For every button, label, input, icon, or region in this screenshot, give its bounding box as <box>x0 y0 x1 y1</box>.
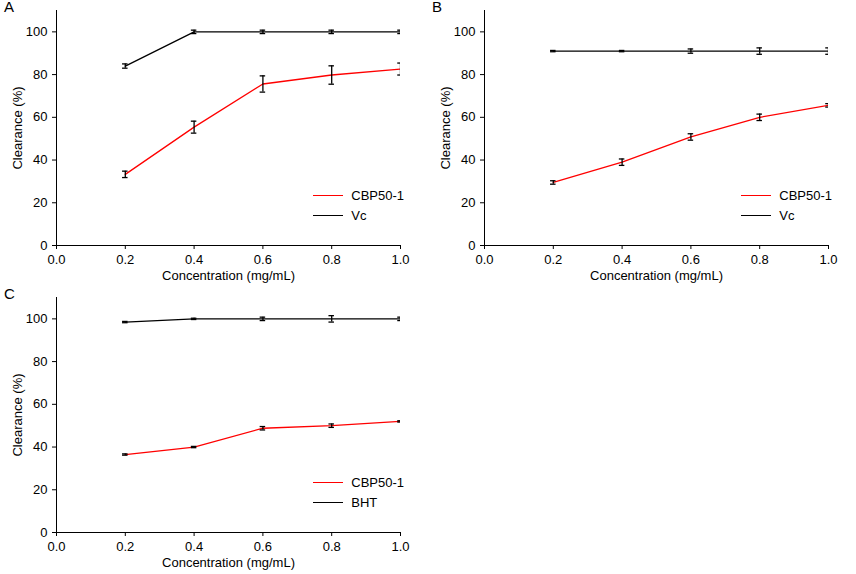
svg-text:20: 20 <box>461 195 475 210</box>
html-text:BHT: BHT <box>351 494 378 510</box>
svg-text:1.0: 1.0 <box>819 252 837 267</box>
html-text:Vc: Vc <box>779 207 795 223</box>
svg-text:0: 0 <box>40 525 47 540</box>
svg-text:100: 100 <box>26 311 48 326</box>
svg-text:0.2: 0.2 <box>116 252 134 267</box>
svg-text:0.8: 0.8 <box>751 252 769 267</box>
svg-text:Concentration (mg/mL): Concentration (mg/mL) <box>590 268 723 283</box>
svg-text:0.4: 0.4 <box>185 539 203 554</box>
html-text:CBP50-1: CBP50-1 <box>351 187 404 203</box>
svg-text:0: 0 <box>468 238 475 253</box>
svg-text:0.4: 0.4 <box>613 252 631 267</box>
svg-text:0.0: 0.0 <box>475 252 493 267</box>
svg-text:0.8: 0.8 <box>323 252 341 267</box>
svg-text:1.0: 1.0 <box>391 252 409 267</box>
svg-text:20: 20 <box>33 482 47 497</box>
svg-text:1.0: 1.0 <box>391 539 409 554</box>
svg-text:100: 100 <box>26 24 48 39</box>
svg-text:Clearance (%): Clearance (%) <box>438 86 453 169</box>
svg-text:0.6: 0.6 <box>254 539 272 554</box>
svg-text:0.8: 0.8 <box>323 539 341 554</box>
svg-text:40: 40 <box>33 439 47 454</box>
svg-text:0.4: 0.4 <box>185 252 203 267</box>
svg-text:Clearance (%): Clearance (%) <box>10 373 25 456</box>
svg-text:0: 0 <box>40 238 47 253</box>
svg-text:80: 80 <box>33 67 47 82</box>
html-text:Vc: Vc <box>351 207 367 223</box>
svg-text:40: 40 <box>461 152 475 167</box>
svg-text:80: 80 <box>33 354 47 369</box>
html-text:CBP50-1: CBP50-1 <box>351 474 404 490</box>
svg-text:Clearance (%): Clearance (%) <box>10 86 25 169</box>
svg-text:0.2: 0.2 <box>116 539 134 554</box>
html-text:CBP50-1: CBP50-1 <box>779 187 832 203</box>
svg-text:0.6: 0.6 <box>254 252 272 267</box>
svg-text:0.0: 0.0 <box>47 252 65 267</box>
svg-text:40: 40 <box>33 152 47 167</box>
svg-text:0.0: 0.0 <box>47 539 65 554</box>
svg-text:0.2: 0.2 <box>544 252 562 267</box>
svg-text:80: 80 <box>461 67 475 82</box>
svg-text:60: 60 <box>33 396 47 411</box>
svg-text:Concentration (mg/mL): Concentration (mg/mL) <box>162 555 295 570</box>
svg-text:60: 60 <box>33 109 47 124</box>
svg-text:Concentration (mg/mL): Concentration (mg/mL) <box>162 268 295 283</box>
svg-text:20: 20 <box>33 195 47 210</box>
svg-text:100: 100 <box>454 24 476 39</box>
html-text:C: C <box>4 285 15 302</box>
svg-text:60: 60 <box>461 109 475 124</box>
svg-text:0.6: 0.6 <box>682 252 700 267</box>
